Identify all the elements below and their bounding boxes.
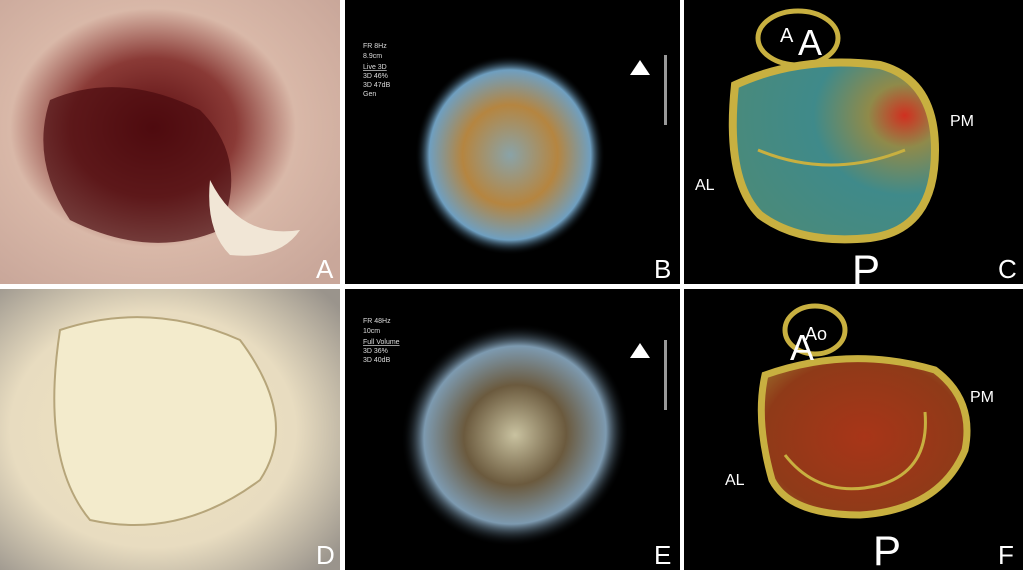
- label: AL: [695, 177, 715, 194]
- overlay-text: Full Volume: [363, 339, 400, 346]
- panel-letter: F: [998, 540, 1014, 570]
- overlay-text: FR 8Hz: [363, 43, 387, 50]
- probe-icon: [630, 60, 650, 75]
- overlay-text: FR 48Hz: [363, 318, 391, 325]
- label: A: [780, 25, 794, 47]
- overlay-text: 3D 40dB: [363, 357, 391, 364]
- overlay-text: 3D 46%: [363, 73, 388, 80]
- panel-a: A: [0, 0, 340, 284]
- annulus-model: [728, 58, 940, 244]
- panel-e: FR 48Hz 10cm Full Volume 3D 36% 3D 40dB …: [345, 289, 680, 570]
- valve-rendering: [401, 323, 629, 547]
- overlay-text: 8.9cm: [363, 53, 382, 60]
- valve-rendering: [415, 55, 605, 255]
- panel-f: A Ao PM AL P F: [684, 289, 1023, 570]
- panel-c: A A PM AL P C: [684, 0, 1023, 293]
- label: Ao: [805, 324, 827, 344]
- scale-bar: [664, 55, 667, 125]
- label: PM: [950, 113, 974, 130]
- annulus-model: [757, 355, 971, 519]
- overlay-text: 3D 47dB: [363, 82, 391, 89]
- panel-letter: E: [654, 540, 671, 570]
- label: AL: [725, 472, 745, 489]
- leaflet: [209, 180, 300, 256]
- label: PM: [970, 389, 994, 406]
- panel-b: FR 8Hz 8.9cm Live 3D 3D 46% 3D 47dB Gen …: [345, 0, 680, 284]
- coaptation-line: [757, 148, 906, 167]
- panel-letter: C: [998, 254, 1017, 284]
- overlay-text: 10cm: [363, 328, 380, 335]
- panel-letter: D: [316, 540, 335, 570]
- overlay-text: Live 3D: [363, 64, 387, 71]
- valve-orifice: [43, 87, 232, 243]
- aortic-ring: [782, 303, 848, 357]
- label: A: [790, 327, 814, 368]
- aortic-ring: [755, 8, 841, 68]
- label: P: [873, 527, 901, 570]
- overlay-text: Gen: [363, 91, 376, 98]
- leaflet-tissue: [53, 316, 277, 526]
- coaptation-line: [783, 411, 927, 491]
- panel-d: D: [0, 289, 340, 570]
- label: P: [852, 246, 880, 293]
- panel-letter: B: [654, 254, 671, 284]
- scale-bar: [664, 340, 667, 410]
- panel-letter: A: [316, 254, 334, 284]
- label: A: [798, 22, 822, 63]
- overlay-text: 3D 36%: [363, 348, 388, 355]
- probe-icon: [630, 343, 650, 358]
